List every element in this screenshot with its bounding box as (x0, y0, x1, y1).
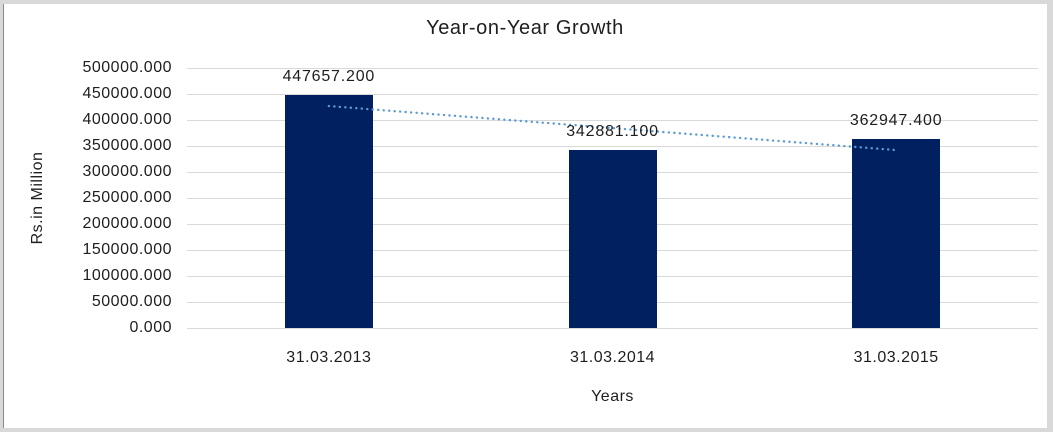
gridline (187, 94, 1038, 95)
y-tick-label: 300000.000 (82, 163, 172, 180)
bar (852, 139, 941, 328)
gridline (187, 68, 1038, 69)
y-tick-label: 150000.000 (82, 241, 172, 258)
y-tick-label: 350000.000 (82, 137, 172, 154)
y-tick-label: 500000.000 (82, 59, 172, 76)
data-labels: 447657.200 342881.100 362947.400 (3, 4, 1047, 428)
y-tick-label: 100000.000 (82, 267, 172, 284)
y-tick-label: 200000.000 (82, 215, 172, 232)
y-tick-label: 450000.000 (82, 85, 172, 102)
bar-data-label: 447657.200 (282, 68, 376, 86)
x-category-label: 31.03.2013 (286, 349, 372, 366)
y-tick-label: 50000.000 (91, 293, 172, 310)
y-tick-label: 400000.000 (82, 111, 172, 128)
y-tick-label: 250000.000 (82, 189, 172, 206)
chart-title: Year-on-Year Growth (426, 17, 624, 39)
bar-data-label: 342881.100 (566, 122, 659, 140)
x-axis-title: Years (591, 388, 634, 405)
y-tick-label: 0.000 (129, 319, 172, 336)
gridline (187, 328, 1038, 329)
x-category-label: 31.03.2014 (569, 349, 656, 366)
bar (568, 149, 657, 328)
x-category-label: 31.03.2015 (853, 349, 939, 366)
bar-data-label: 362947.400 (849, 112, 943, 130)
